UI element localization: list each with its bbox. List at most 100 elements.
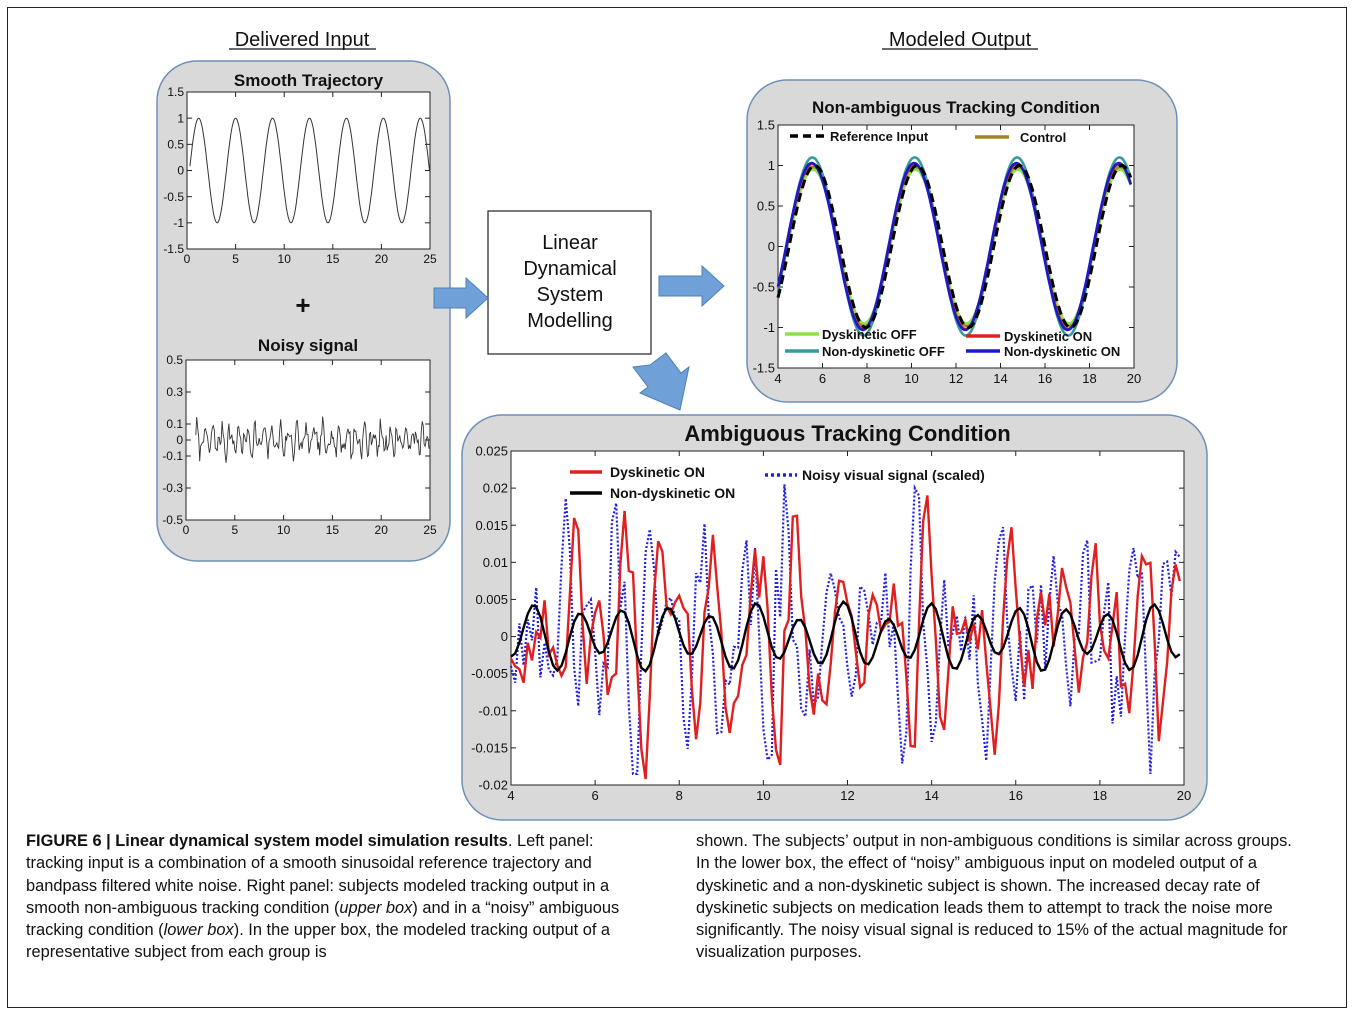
y-tick-label: -1 xyxy=(763,320,775,335)
x-tick-label: 5 xyxy=(231,523,238,537)
y-tick-label: 0.005 xyxy=(475,592,508,607)
y-tick-label: -1.5 xyxy=(753,361,775,376)
x-tick-label: 15 xyxy=(326,523,340,537)
legend-label: Dyskinetic OFF xyxy=(822,327,917,342)
y-tick-label: 0.025 xyxy=(475,444,508,459)
legend-label: Non-dyskinetic OFF xyxy=(822,344,945,359)
x-tick-label: 10 xyxy=(756,788,770,803)
x-tick-label: 10 xyxy=(904,371,918,386)
y-tick-label: -0.5 xyxy=(162,513,183,527)
y-tick-label: 1.5 xyxy=(167,85,184,99)
y-tick-label: 0.02 xyxy=(483,481,508,496)
y-tick-label: 0.5 xyxy=(757,199,775,214)
x-tick-label: 18 xyxy=(1082,371,1096,386)
y-tick-label: -0.3 xyxy=(162,481,183,495)
figure-frame xyxy=(7,7,1347,1008)
heading-delivered-input: Delivered Input xyxy=(235,29,370,51)
caption-text-1: . Left panel: tracking input is a combin… xyxy=(26,832,610,917)
y-tick-label: -0.5 xyxy=(163,190,184,204)
x-tick-label: 16 xyxy=(1009,788,1023,803)
x-tick-label: 0 xyxy=(183,523,190,537)
caption-italic-1: upper box xyxy=(339,898,413,917)
y-tick-label: -0.005 xyxy=(471,666,508,681)
x-tick-label: 20 xyxy=(375,523,389,537)
x-tick-label: 10 xyxy=(278,252,292,266)
y-tick-label: 0.015 xyxy=(475,518,508,533)
x-tick-label: 18 xyxy=(1093,788,1107,803)
y-tick-label: 0 xyxy=(501,629,508,644)
x-tick-label: 6 xyxy=(592,788,599,803)
legend-label: Non-dyskinetic ON xyxy=(1004,344,1120,359)
x-tick-label: 12 xyxy=(949,371,963,386)
y-tick-label: 0 xyxy=(176,433,183,447)
chart-title: Noisy signal xyxy=(258,336,358,355)
model-box-line3: System xyxy=(537,284,604,306)
series-line-noisy-visual-signal xyxy=(509,484,1181,775)
y-tick-label: -0.5 xyxy=(753,280,775,295)
series-line-dyskinetic-on xyxy=(509,495,1181,780)
x-tick-label: 5 xyxy=(232,252,239,266)
chart-nonambiguous-tracking: 4 6 8 10 12 14 16 18 20 1.5 1 0.5 0 -0.5 -1 -1.5 Non-amb… xyxy=(753,98,1142,386)
arrow-model-to-nonambiguous xyxy=(658,264,725,308)
chart-title: Ambiguous Tracking Condition xyxy=(684,421,1010,446)
x-tick-label: 15 xyxy=(326,252,340,266)
y-tick-label: 0 xyxy=(177,164,184,178)
caption-left-column: FIGURE 6 | Linear dynamical system model… xyxy=(26,830,638,964)
noisy-signal-line xyxy=(195,416,430,463)
x-tick-label: 8 xyxy=(863,371,870,386)
x-tick-label: 20 xyxy=(1127,371,1141,386)
arrow-input-to-model xyxy=(433,276,489,320)
model-box-line2: Dynamical xyxy=(523,258,616,280)
y-tick-label: -1 xyxy=(173,216,184,230)
caption-text-4: shown. The subjects’ output in non-ambig… xyxy=(696,832,1292,962)
caption-label: FIGURE 6 | Linear dynamical system model… xyxy=(26,832,508,850)
y-tick-label: 1 xyxy=(177,111,184,125)
model-box-line1: Linear xyxy=(542,232,598,254)
y-tick-label: -0.015 xyxy=(471,740,508,755)
y-tick-label: -0.02 xyxy=(478,778,508,793)
x-tick-label: 14 xyxy=(993,371,1007,386)
x-tick-label: 6 xyxy=(819,371,826,386)
x-tick-label: 4 xyxy=(507,788,514,803)
y-tick-label: -0.01 xyxy=(478,703,508,718)
y-tick-label: 0.5 xyxy=(167,138,184,152)
y-tick-label: 0.5 xyxy=(166,353,183,367)
caption-text-2: ) and in a “noisy” ambiguous tracking co… xyxy=(26,898,620,940)
caption-italic-2: lower box xyxy=(163,921,234,940)
legend-label: Reference Input xyxy=(830,129,929,144)
y-tick-label: 0.01 xyxy=(483,555,508,570)
plus-sign: + xyxy=(295,290,310,320)
chart-title: Non-ambiguous Tracking Condition xyxy=(812,98,1100,117)
caption-text-3: ). In the upper box, the modeled trackin… xyxy=(26,921,611,962)
legend-label: Dyskinetic ON xyxy=(610,464,705,480)
x-tick-label: 10 xyxy=(277,523,291,537)
x-tick-label: 20 xyxy=(375,252,389,266)
figure-canvas: Delivered Input Modeled Output + Linear … xyxy=(156,29,1208,821)
series-line-non-dyskinetic-on xyxy=(510,599,1181,673)
smooth-trajectory-line xyxy=(189,117,430,224)
caption-right-column: shown. The subjects’ output in non-ambig… xyxy=(696,830,1308,964)
chart-noisy-signal: 0 5 10 15 20 25 0.5 0.3 0.1 0 -0.1 -0.3 -0.5 Noisy si… xyxy=(162,336,437,537)
legend-label: Non-dyskinetic ON xyxy=(610,485,735,501)
x-tick-label: 25 xyxy=(423,252,437,266)
plot-area xyxy=(510,450,1185,786)
x-tick-label: 25 xyxy=(423,523,437,537)
x-tick-label: 8 xyxy=(676,788,683,803)
legend-label: Control xyxy=(1020,130,1066,145)
arrow-model-to-ambiguous xyxy=(632,352,690,411)
x-tick-label: 4 xyxy=(774,371,781,386)
x-tick-label: 20 xyxy=(1177,788,1191,803)
y-tick-label: 0 xyxy=(768,239,775,254)
y-tick-label: 1 xyxy=(768,158,775,173)
legend-label: Dyskinetic ON xyxy=(1004,329,1092,344)
model-box-line4: Modelling xyxy=(527,310,613,332)
model-box xyxy=(487,210,652,355)
x-tick-label: 14 xyxy=(924,788,938,803)
y-tick-label: 1.5 xyxy=(757,118,775,133)
x-tick-label: 0 xyxy=(184,252,191,266)
y-tick-label: -0.1 xyxy=(162,449,183,463)
y-tick-label: 0.1 xyxy=(166,417,183,431)
chart-title: Smooth Trajectory xyxy=(234,71,384,90)
chart-smooth-trajectory: 0 5 10 15 20 25 1.5 1 0.5 0 -0.5 -1 -1.5 Smooth Traje… xyxy=(163,71,437,266)
heading-modeled-output: Modeled Output xyxy=(889,29,1032,51)
